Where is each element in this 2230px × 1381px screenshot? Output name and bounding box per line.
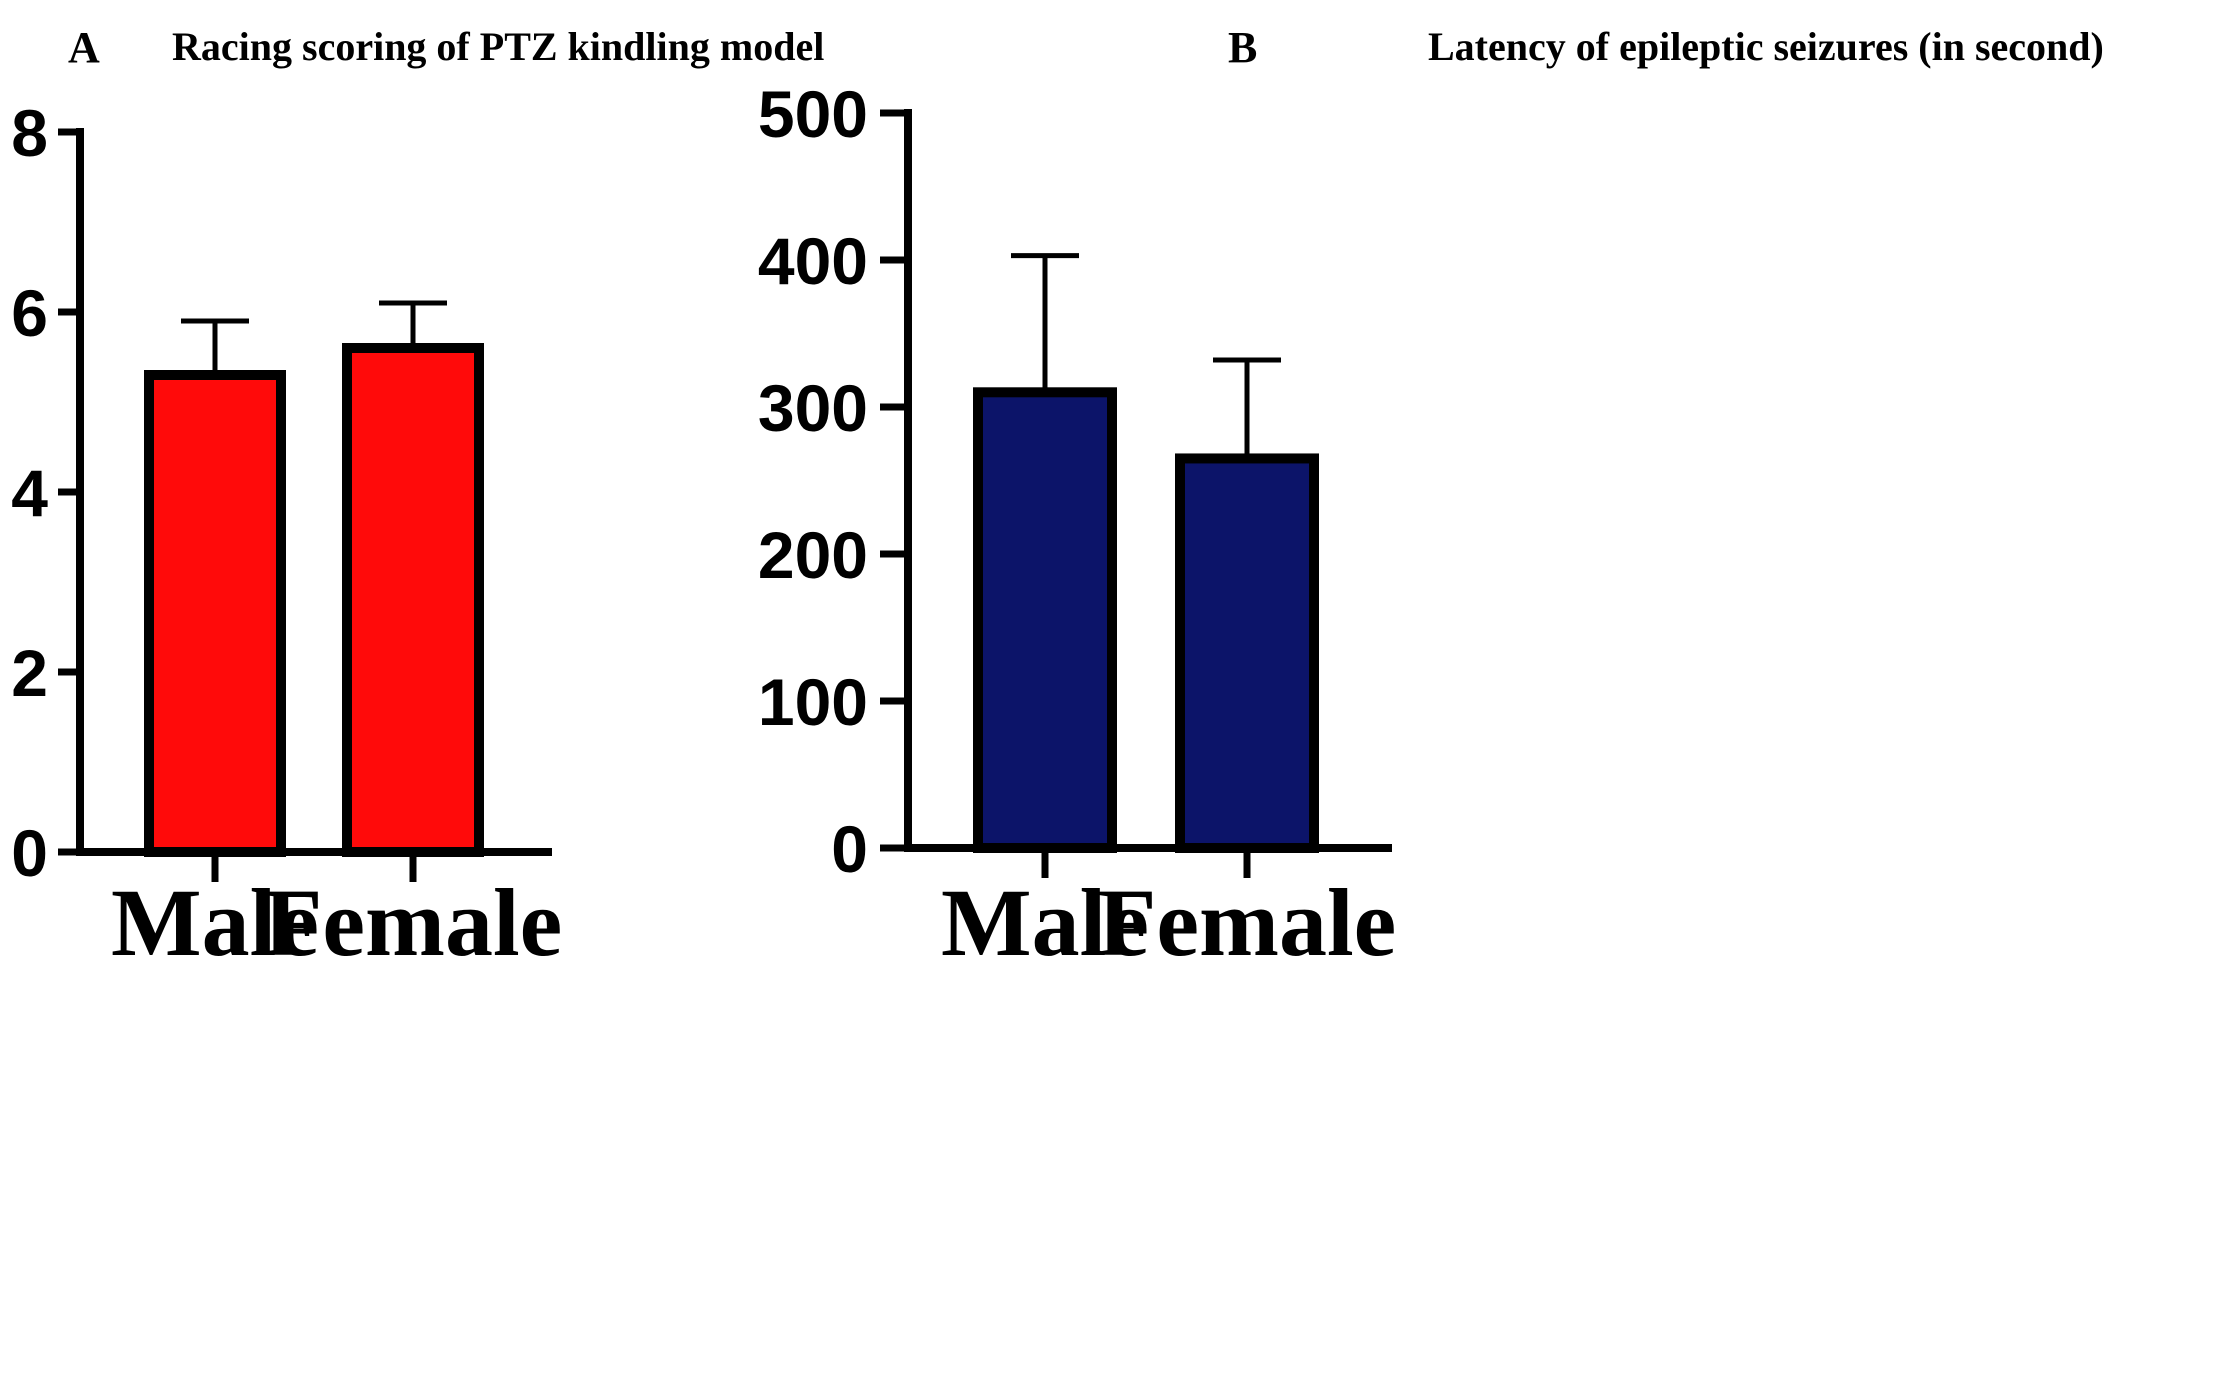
panel-b-y-tick-label: 300 xyxy=(758,371,868,445)
panel-a-x-label-male: Male xyxy=(111,869,319,976)
panel-b-bar-female xyxy=(1175,453,1319,853)
panel-a-y-tick-label: 4 xyxy=(11,456,48,530)
panel-a-x-label-female: Female xyxy=(264,869,563,976)
panel-a: A Racing scoring of PTZ kindling model 0… xyxy=(11,23,824,976)
panel-a-y-tick-label: 0 xyxy=(11,816,48,890)
panel-a-title: Racing scoring of PTZ kindling model xyxy=(172,24,824,69)
panel-b-y-tick-label: 500 xyxy=(758,77,868,151)
panel-b: B Latency of epileptic seizures (in seco… xyxy=(758,23,2104,976)
panel-b-y-tick-label: 100 xyxy=(758,665,868,739)
panel-letter-b: B xyxy=(1228,23,1257,72)
panel-a-bar-male xyxy=(144,370,286,857)
panel-b-y-tick-label: 0 xyxy=(831,812,868,886)
panel-a-y-tick-label: 2 xyxy=(11,636,48,710)
panel-a-bar-female xyxy=(342,343,484,857)
panel-a-y-tick-label: 8 xyxy=(11,96,48,170)
panel-b-y-tick-label: 400 xyxy=(758,224,868,298)
panel-a-y-tick-label: 6 xyxy=(11,276,48,350)
panel-b-title: Latency of epileptic seizures (in second… xyxy=(1428,24,2104,69)
panel-b-y-tick-label: 200 xyxy=(758,518,868,592)
panel-b-x-label-female: Female xyxy=(1098,869,1397,976)
panel-b-x-label-male: Male xyxy=(941,869,1149,976)
panel-b-bar-male xyxy=(973,387,1117,853)
panel-letter-a: A xyxy=(68,23,100,72)
